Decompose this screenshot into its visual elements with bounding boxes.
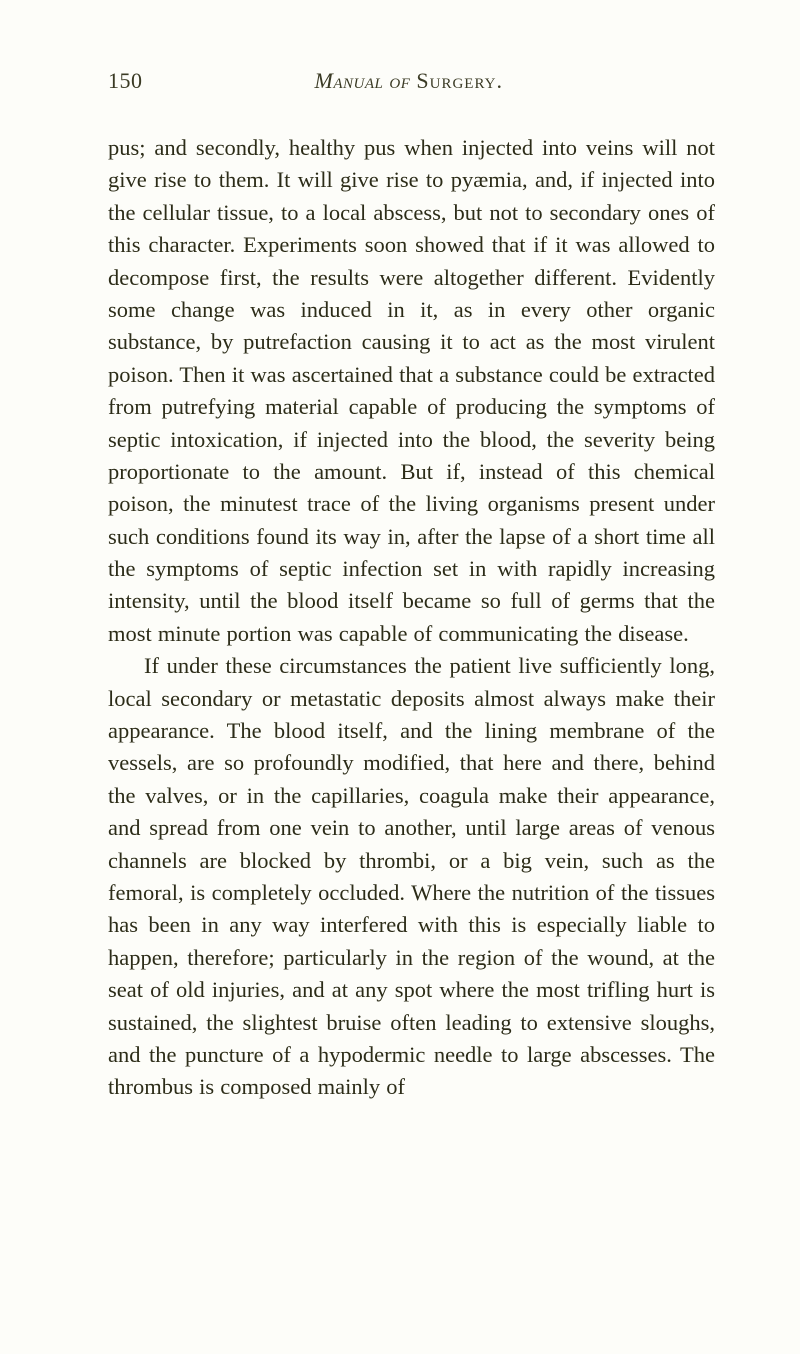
running-title-smallcaps: Surgery. (416, 68, 503, 93)
paragraph-2: If under these circumstances the patient… (108, 650, 715, 1103)
paragraph-1: pus; and secondly, healthy pus when inje… (108, 132, 715, 650)
running-header: 150 Manual of Surgery. (108, 68, 715, 94)
body-text: pus; and secondly, healthy pus when inje… (108, 132, 715, 1104)
page-container: 150 Manual of Surgery. pus; and secondly… (0, 0, 800, 1354)
running-title: Manual of Surgery. (103, 68, 716, 94)
running-title-italic: Manual of (315, 68, 417, 93)
